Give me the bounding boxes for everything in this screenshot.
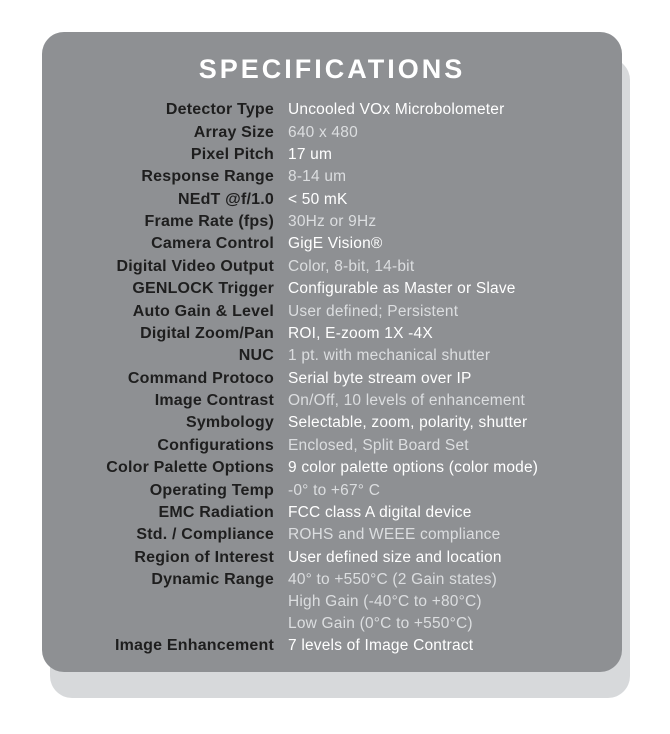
spec-value: 40° to +550°C (2 Gain states) [288,572,594,588]
spec-row: Digital Video OutputColor, 8-bit, 14-bit [66,256,594,278]
spec-row: Frame Rate (fps)30Hz or 9Hz [66,211,594,233]
spec-value: 7 levels of Image Contract [288,638,594,654]
spec-value: Configurable as Master or Slave [288,281,594,297]
spec-row: Dynamic Range40° to +550°C (2 Gain state… [66,569,594,591]
spec-value: Enclosed, Split Board Set [288,438,594,454]
spec-row: Color Palette Options9 color palette opt… [66,457,594,479]
spec-label: Detector Type [66,102,288,118]
spec-row: Low Gain (0°C to +550°C) [66,613,594,635]
spec-value: < 50 mK [288,192,594,208]
spec-value: Color, 8-bit, 14-bit [288,259,594,275]
spec-label: Image Contrast [66,393,288,409]
spec-value: Uncooled VOx Microbolometer [288,102,594,118]
spec-row: Detector TypeUncooled VOx Microbolometer [66,99,594,121]
spec-label: Pixel Pitch [66,147,288,163]
spec-row: Image ContrastOn/Off, 10 levels of enhan… [66,390,594,412]
spec-label: Configurations [66,438,288,454]
spec-row: Pixel Pitch17 um [66,144,594,166]
spec-value: ROI, E-zoom 1X -4X [288,326,594,342]
spec-row: Response Range8-14 um [66,166,594,188]
spec-value: 17 um [288,147,594,163]
spec-value: 30Hz or 9Hz [288,214,594,230]
spec-label: Operating Temp [66,483,288,499]
spec-label: NEdT @f/1.0 [66,192,288,208]
spec-value: GigE Vision® [288,236,594,252]
spec-row: Digital Zoom/PanROI, E-zoom 1X -4X [66,323,594,345]
spec-value: FCC class A digital device [288,505,594,521]
spec-label: GENLOCK Trigger [66,281,288,297]
spec-label: Response Range [66,169,288,185]
spec-label: Frame Rate (fps) [66,214,288,230]
spec-label: Camera Control [66,236,288,252]
spec-label: Digital Video Output [66,259,288,275]
spec-row: Auto Gain & LevelUser defined; Persisten… [66,300,594,322]
spec-row: Camera ControlGigE Vision® [66,233,594,255]
spec-rows: Detector TypeUncooled VOx Microbolometer… [42,99,622,672]
spec-row: ConfigurationsEnclosed, Split Board Set [66,435,594,457]
card-title: SPECIFICATIONS [42,54,622,85]
spec-row: High Gain (-40°C to +80°C) [66,591,594,613]
spec-value: On/Off, 10 levels of enhancement [288,393,594,409]
spec-value: Low Gain (0°C to +550°C) [288,616,594,632]
spec-row: NUC1 pt. with mechanical shutter [66,345,594,367]
stage: SPECIFICATIONS Detector TypeUncooled VOx… [0,0,670,734]
spec-value: User defined size and location [288,550,594,566]
spec-row: Array Size640 x 480 [66,121,594,143]
spec-value: ROHS and WEEE compliance [288,527,594,543]
spec-value: 640 x 480 [288,125,594,141]
spec-value: 1 pt. with mechanical shutter [288,348,594,364]
spec-value: -0° to +67° C [288,483,594,499]
spec-label: Digital Zoom/Pan [66,326,288,342]
spec-label: Auto Gain & Level [66,304,288,320]
spec-label: Dynamic Range [66,572,288,588]
spec-value: 8-14 um [288,169,594,185]
spec-label: EMC Radiation [66,505,288,521]
spec-label: Symbology [66,415,288,431]
spec-row: EMC RadiationFCC class A digital device [66,502,594,524]
spec-card: SPECIFICATIONS Detector TypeUncooled VOx… [42,32,622,672]
spec-label: Color Palette Options [66,460,288,476]
spec-value: User defined; Persistent [288,304,594,320]
spec-value: High Gain (-40°C to +80°C) [288,594,594,610]
spec-label: Command Protoco [66,371,288,387]
spec-label: Std. / Compliance [66,527,288,543]
spec-value: Serial byte stream over IP [288,371,594,387]
spec-row: Region of InterestUser defined size and … [66,547,594,569]
spec-row: GENLOCK TriggerConfigurable as Master or… [66,278,594,300]
spec-row: Std. / ComplianceROHS and WEEE complianc… [66,524,594,546]
spec-row: NEdT @f/1.0< 50 mK [66,189,594,211]
spec-value: 9 color palette options (color mode) [288,460,594,476]
spec-label: Region of Interest [66,550,288,566]
spec-row: Operating Temp-0° to +67° C [66,479,594,501]
spec-row: Image Enhancement7 levels of Image Contr… [66,635,594,657]
spec-row: SymbologySelectable, zoom, polarity, shu… [66,412,594,434]
spec-label: Image Enhancement [66,638,288,654]
spec-value: Selectable, zoom, polarity, shutter [288,415,594,431]
spec-label: NUC [66,348,288,364]
spec-row: Command ProtocoSerial byte stream over I… [66,368,594,390]
spec-label: Array Size [66,125,288,141]
